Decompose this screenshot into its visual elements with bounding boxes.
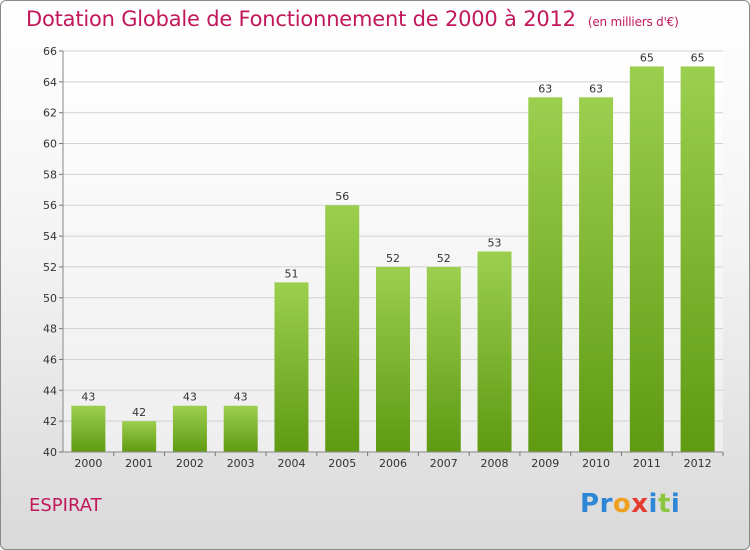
y-tick-label: 62 — [43, 107, 57, 120]
x-tick-label: 2009 — [531, 457, 559, 470]
logo-letter: o — [612, 489, 632, 519]
bar — [325, 205, 360, 452]
y-tick-label: 66 — [43, 45, 57, 58]
x-tick-label: 2003 — [227, 457, 255, 470]
y-tick-label: 54 — [43, 230, 57, 243]
y-tick-label: 52 — [43, 261, 57, 274]
bar-value-label: 65 — [640, 51, 654, 64]
bar-value-label: 52 — [386, 252, 400, 265]
y-tick-label: 56 — [43, 199, 57, 212]
bar-value-label: 43 — [183, 391, 197, 404]
x-tick-label: 2011 — [633, 457, 661, 470]
x-tick-label: 2008 — [481, 457, 509, 470]
bar — [579, 97, 614, 453]
bar-value-label: 42 — [132, 406, 146, 419]
logo-letter: r — [599, 489, 613, 519]
bar — [477, 251, 512, 452]
bar — [274, 282, 309, 452]
y-tick-label: 40 — [43, 446, 57, 459]
bar-value-label: 65 — [691, 51, 705, 64]
bar — [223, 405, 258, 452]
x-tick-label: 2007 — [430, 457, 458, 470]
bar — [426, 266, 461, 452]
bar-value-label: 52 — [437, 252, 451, 265]
y-tick-label: 60 — [43, 138, 57, 151]
logo-letter: t — [657, 489, 671, 519]
x-tick-label: 2000 — [74, 457, 102, 470]
bar-value-label: 43 — [234, 391, 248, 404]
bar — [71, 405, 106, 452]
x-tick-label: 2001 — [125, 457, 153, 470]
x-tick-label: 2002 — [176, 457, 204, 470]
x-tick-label: 2010 — [582, 457, 610, 470]
bar-value-label: 43 — [81, 391, 95, 404]
proxiti-logo: Proxiti — [580, 489, 680, 519]
bar — [376, 266, 410, 452]
bar-value-label: 63 — [538, 82, 552, 95]
y-tick-label: 48 — [43, 323, 57, 336]
y-tick-label: 42 — [43, 415, 57, 428]
logo-letter: x — [631, 489, 649, 519]
y-tick-label: 44 — [43, 384, 57, 397]
bar — [172, 405, 207, 452]
bar — [528, 97, 563, 453]
y-tick-label: 64 — [43, 76, 57, 89]
x-tick-label: 2005 — [328, 457, 356, 470]
chart-title-text: Dotation Globale de Fonctionnement de 20… — [26, 7, 576, 31]
logo-letter: i — [648, 489, 658, 519]
chart-unit: (en milliers d'€) — [587, 15, 679, 29]
y-tick-label: 50 — [43, 292, 57, 305]
bar-value-label: 63 — [589, 82, 603, 95]
bar — [680, 66, 715, 452]
commune-name: ESPIRAT — [29, 495, 102, 516]
bar-value-label: 53 — [488, 237, 502, 250]
logo-letter: P — [580, 489, 600, 519]
bar-value-label: 56 — [335, 190, 349, 203]
x-tick-label: 2004 — [277, 457, 305, 470]
bar-value-label: 51 — [284, 267, 298, 280]
bar — [122, 421, 157, 452]
x-tick-label: 2006 — [379, 457, 407, 470]
y-tick-label: 58 — [43, 168, 57, 181]
logo-letter: i — [670, 489, 681, 519]
y-tick-label: 46 — [43, 353, 57, 366]
bar — [629, 66, 664, 452]
chart-title: Dotation Globale de Fonctionnement de 20… — [26, 7, 679, 31]
x-tick-label: 2012 — [684, 457, 712, 470]
